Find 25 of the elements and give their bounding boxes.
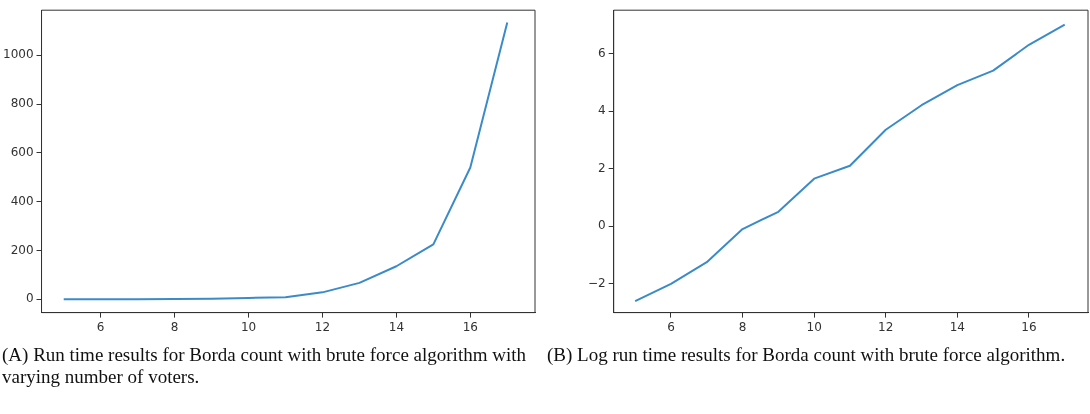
y-tick-label: −2 — [587, 275, 606, 290]
x-tick-label: 12 — [314, 319, 331, 334]
y-tick-label: 800 — [10, 96, 34, 111]
y-tick-label: 0 — [25, 291, 34, 306]
y-tick-label: 200 — [10, 242, 34, 257]
x-tick-label: 6 — [667, 319, 675, 334]
y-tick-label: 400 — [10, 193, 34, 208]
text: (B) Log run time results for Borda count with brute force algorithm. — [546, 343, 1067, 366]
text: (A) Run time results for Borda count with brute force algorithm with varying number of voters. — [1, 343, 527, 388]
y-tick-label: 6 — [598, 45, 606, 60]
y-tick-label: 2 — [598, 160, 606, 175]
y-tick-label: 1000 — [2, 47, 34, 62]
x-tick-label: 16 — [462, 319, 478, 334]
x-tick-label: 14 — [949, 319, 965, 334]
x-tick-label: 16 — [1021, 319, 1037, 334]
x-tick-label: 12 — [878, 319, 894, 334]
x-tick-label: 8 — [738, 319, 747, 334]
x-tick-label: 8 — [170, 319, 179, 334]
x-tick-label: 10 — [240, 319, 257, 334]
y-tick-label: 0 — [598, 218, 606, 233]
y-tick-label: 4 — [598, 103, 606, 118]
y-tick-label: 600 — [10, 144, 34, 159]
x-tick-label: 6 — [96, 319, 105, 334]
x-tick-label: 14 — [388, 319, 405, 334]
x-tick-label: 10 — [806, 319, 822, 334]
